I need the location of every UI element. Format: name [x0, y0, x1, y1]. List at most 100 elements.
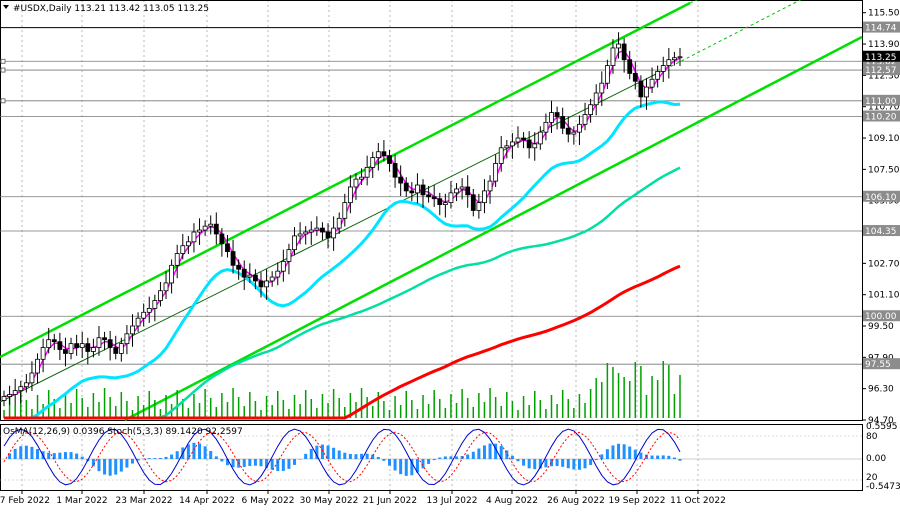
osma-histogram-bar [304, 454, 307, 459]
sub-scale-label: 0.00 [866, 454, 886, 464]
candle-body [354, 179, 358, 187]
osma-histogram-bar [651, 456, 654, 459]
candle-body [265, 281, 269, 287]
osma-histogram-bar [103, 459, 106, 475]
osma-histogram-bar [92, 459, 95, 466]
candle-body [650, 79, 654, 87]
date-tick-label: 6 May 2022 [242, 496, 295, 506]
candle-body [2, 397, 6, 401]
candle-body [304, 232, 308, 234]
price-tick-label: 96.30 [868, 385, 894, 395]
osma-histogram-bar [299, 459, 302, 460]
candle-body [371, 158, 375, 168]
candle-body [170, 265, 174, 283]
candle-body [231, 252, 235, 266]
osma-histogram-bar [254, 459, 257, 466]
osma-histogram-bar [332, 448, 335, 459]
candle-body [343, 203, 347, 219]
osma-histogram-bar [120, 459, 123, 472]
candle-body [427, 195, 431, 197]
osma-histogram-bar [349, 454, 352, 459]
osma-histogram-bar [438, 458, 441, 459]
osma-histogram-bar [483, 445, 486, 459]
candle-body [577, 124, 581, 132]
osma-histogram-bar [673, 458, 676, 459]
osma-histogram-bar [25, 446, 28, 459]
osma-histogram-bar [259, 459, 262, 466]
osma-histogram-bar [30, 447, 33, 459]
candle-body [242, 269, 246, 277]
candle-body [516, 138, 520, 142]
price-tick-label: 101.10 [868, 291, 900, 301]
candle-body [382, 152, 386, 156]
osma-histogram-bar [405, 459, 408, 476]
osma-histogram-bar [176, 451, 179, 459]
osma-histogram-bar [220, 459, 223, 461]
candle-body [477, 203, 481, 211]
candle-body [203, 226, 207, 230]
candle-body [181, 246, 185, 254]
osma-histogram-bar [595, 459, 598, 460]
candle-body [30, 373, 34, 383]
osma-histogram-bar [399, 459, 402, 474]
osma-histogram-bar [215, 456, 218, 459]
osma-histogram-bar [394, 459, 397, 470]
candle-body [533, 144, 537, 148]
sub-scale-label: -0.5473 [866, 482, 900, 492]
osma-histogram-bar [114, 459, 117, 475]
candle-body [678, 57, 682, 58]
candle-body [192, 232, 196, 242]
osma-histogram-bar [109, 459, 112, 476]
candle-body [667, 60, 671, 66]
candle-body [455, 189, 459, 193]
osma-histogram-bar [293, 459, 296, 465]
sub-scale-label: 0.5595 [866, 422, 898, 432]
main-plot-frame [1, 1, 863, 421]
date-tick-label: 4 Aug 2022 [486, 496, 538, 506]
candle-body [550, 113, 554, 123]
candle-body [114, 348, 118, 354]
candle-body [13, 391, 17, 395]
price-tick-label: 113.90 [868, 40, 900, 50]
osma-histogram-bar [679, 459, 682, 461]
osma-histogram-bar [427, 459, 430, 464]
candle-body [376, 152, 380, 158]
candle-body [438, 199, 442, 205]
osma-histogram-bar [516, 459, 519, 461]
osma-histogram-bar [600, 454, 603, 459]
osma-histogram-bar [455, 456, 458, 459]
osma-histogram-bar [662, 455, 665, 459]
candle-body [644, 87, 648, 97]
candle-body [63, 350, 67, 354]
candle-body [108, 340, 112, 348]
price-level-label: 110.20 [865, 112, 897, 122]
osma-histogram-bar [170, 455, 173, 459]
candle-body [276, 271, 280, 277]
candle-body [471, 195, 475, 211]
price-tick-label: 102.70 [868, 259, 900, 269]
candle-body [97, 338, 101, 348]
candle-body [237, 265, 241, 269]
candle-body [24, 383, 28, 387]
candle-body [505, 146, 509, 148]
candle-body [130, 326, 134, 334]
osma-histogram-bar [567, 459, 570, 468]
osma-histogram-bar [544, 459, 547, 467]
moving-average-line [4, 102, 680, 418]
candle-body [415, 185, 419, 193]
osma-histogram-bar [578, 459, 581, 470]
price-level-label: 112.57 [865, 66, 897, 76]
osma-histogram-bar [589, 459, 592, 465]
candle-body [633, 73, 637, 81]
candle-body [337, 218, 341, 228]
osma-histogram-bar [192, 443, 195, 459]
candle-body [52, 340, 56, 342]
candle-body [214, 224, 218, 234]
osma-histogram-bar [287, 459, 290, 469]
stoch-main-line [4, 429, 680, 485]
candle-body [494, 163, 498, 181]
candle-body [119, 344, 123, 354]
osma-histogram-bar [321, 445, 324, 459]
